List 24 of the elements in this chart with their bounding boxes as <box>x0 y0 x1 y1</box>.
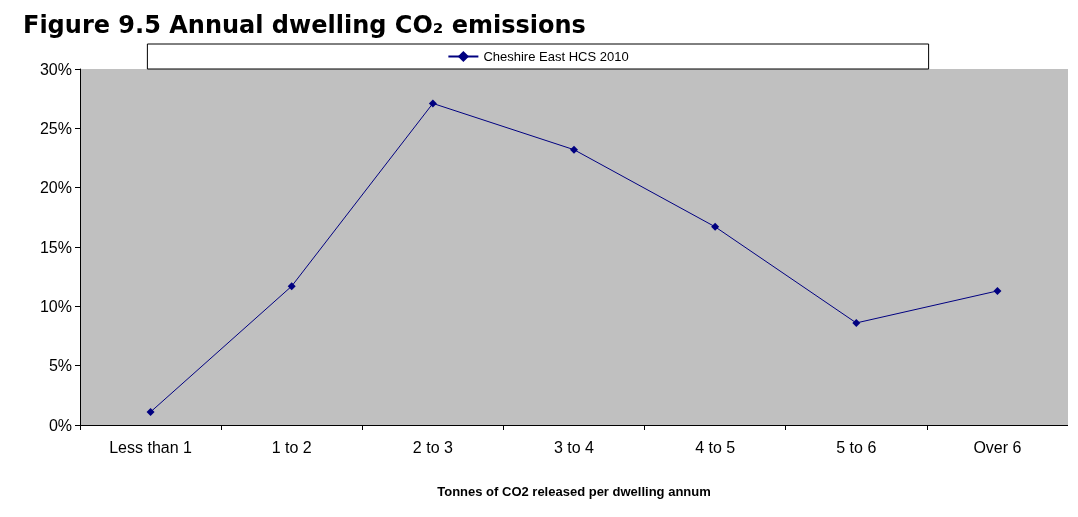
x-tick-label: Over 6 <box>973 438 1022 456</box>
y-tick-label: 30% <box>39 60 72 78</box>
legend-label: Cheshire East HCS 2010 <box>483 49 629 64</box>
point <box>570 145 578 154</box>
x-tick-label: 2 to 3 <box>412 438 453 456</box>
point <box>428 99 437 108</box>
point <box>852 318 861 327</box>
point <box>711 222 720 231</box>
y-tick-label: 5% <box>48 357 72 375</box>
x-tick-label: 1 to 2 <box>271 438 312 456</box>
chart-title: Figure 9.5 Annual dwelling CO₂ emissions <box>23 11 586 39</box>
point <box>993 286 1002 295</box>
x-tick-label: Less than 1 <box>109 438 193 456</box>
point <box>287 282 296 291</box>
y-tick-label: 0% <box>48 416 72 434</box>
y-tick-label: 25% <box>39 119 72 137</box>
y-tick-label: 10% <box>39 297 72 315</box>
y-tick-label: 15% <box>39 238 72 256</box>
x-tick-label: 5 to 6 <box>836 438 877 456</box>
x-axis-title: Tonnes of CO2 released per dwelling annum <box>437 484 711 499</box>
point <box>146 407 155 416</box>
y-tick-label: 20% <box>39 179 72 197</box>
x-tick-label: 3 to 4 <box>553 438 595 456</box>
x-tick-label: 4 to 5 <box>695 438 736 456</box>
